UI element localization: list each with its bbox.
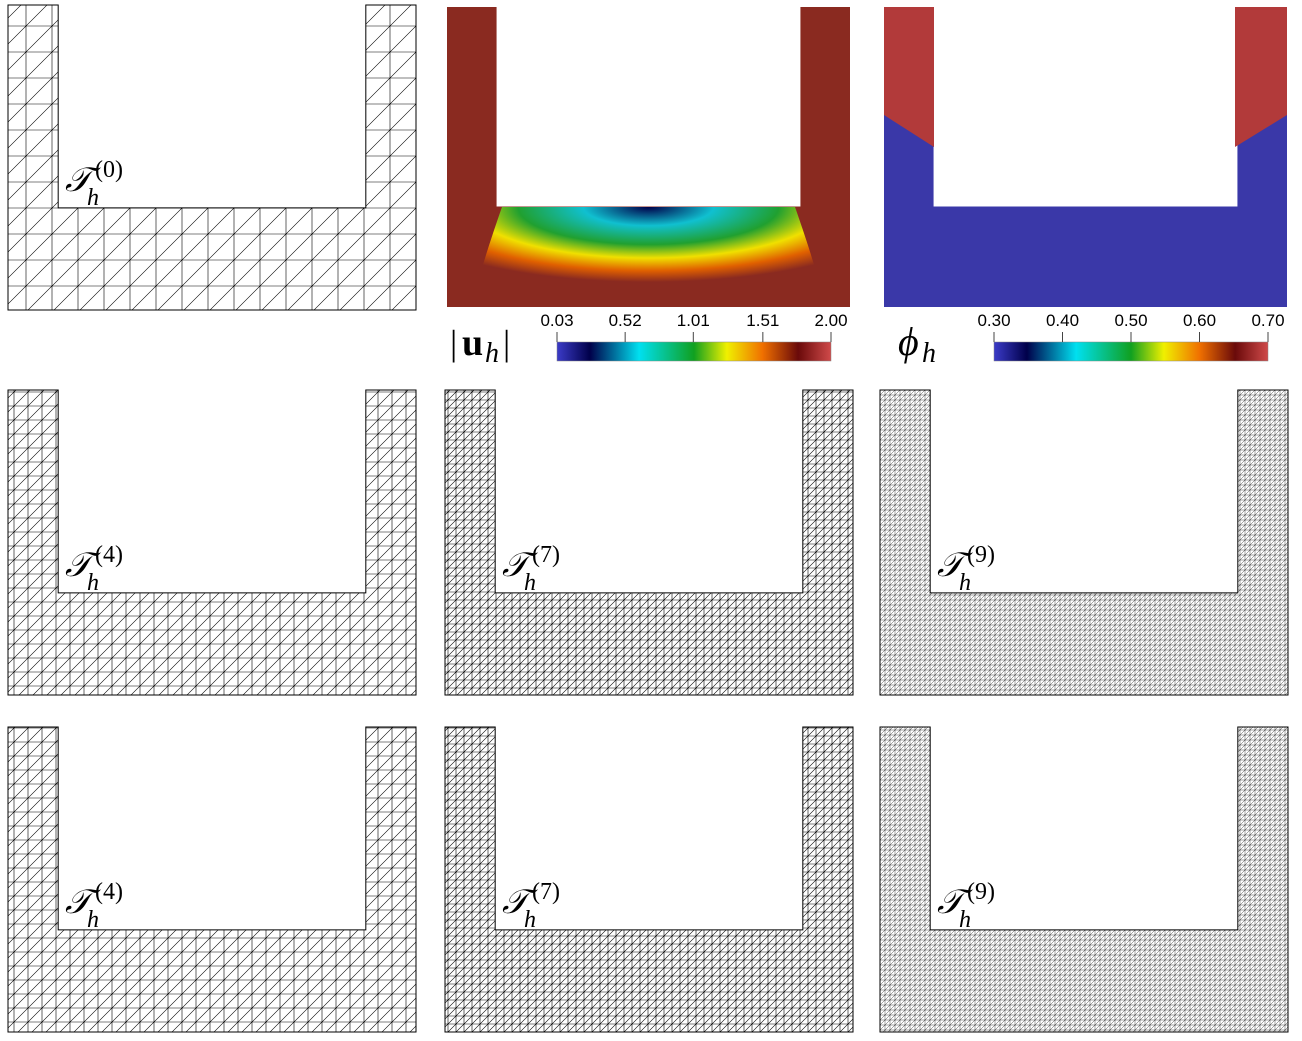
mesh-subscript: h xyxy=(87,907,99,933)
velocity-channel xyxy=(475,207,822,307)
mesh-panel xyxy=(880,390,1288,695)
mesh-panel xyxy=(8,727,416,1032)
mesh-subscript: h xyxy=(959,570,971,596)
mesh-level: (9) xyxy=(967,879,995,905)
colorbar xyxy=(994,342,1268,361)
mesh-level: (9) xyxy=(967,542,995,568)
colorbar-tick-label: 1.51 xyxy=(746,311,779,330)
mesh-panel xyxy=(8,390,416,695)
phase-field xyxy=(884,7,1287,307)
colorbar xyxy=(557,342,831,361)
velocity-sub: h xyxy=(485,338,499,369)
mesh-panel xyxy=(8,5,416,310)
mesh-panel xyxy=(880,727,1288,1032)
velocity-symbol: u xyxy=(462,322,483,364)
colorbar-tick-label: 1.01 xyxy=(677,311,710,330)
phase-sub: h xyxy=(922,338,936,369)
mesh-level: (4) xyxy=(95,879,123,905)
colorbar-tick-label: 0.70 xyxy=(1251,311,1284,330)
mesh-level: (7) xyxy=(532,879,560,905)
mesh-subscript: h xyxy=(524,570,536,596)
velocity-bar-right: | xyxy=(503,323,510,363)
colorbar-tick-label: 0.40 xyxy=(1046,311,1079,330)
mesh-subscript: h xyxy=(524,907,536,933)
colorbar-tick-label: 0.50 xyxy=(1114,311,1147,330)
figure: 𝒯h(0)𝒯h(4)𝒯h(7)𝒯h(9)𝒯h(4)𝒯h(7)𝒯h(9)0.030… xyxy=(0,0,1302,1036)
mesh-subscript: h xyxy=(959,907,971,933)
mesh-subscript: h xyxy=(87,570,99,596)
colorbar-tick-label: 0.30 xyxy=(977,311,1010,330)
colorbar-tick-label: 0.60 xyxy=(1183,311,1216,330)
mesh-subscript: h xyxy=(87,185,99,211)
mesh-panel xyxy=(445,390,853,695)
mesh-level: (4) xyxy=(95,542,123,568)
mesh-level: (0) xyxy=(95,157,123,183)
phase-symbol: ϕ xyxy=(898,319,919,364)
colorbar-tick-label: 2.00 xyxy=(814,311,847,330)
velocity-bar-left: | xyxy=(450,323,457,363)
mesh-level: (7) xyxy=(532,542,560,568)
mesh-panel xyxy=(445,727,853,1032)
colorbar-tick-label: 0.03 xyxy=(540,311,573,330)
colorbar-tick-label: 0.52 xyxy=(609,311,642,330)
